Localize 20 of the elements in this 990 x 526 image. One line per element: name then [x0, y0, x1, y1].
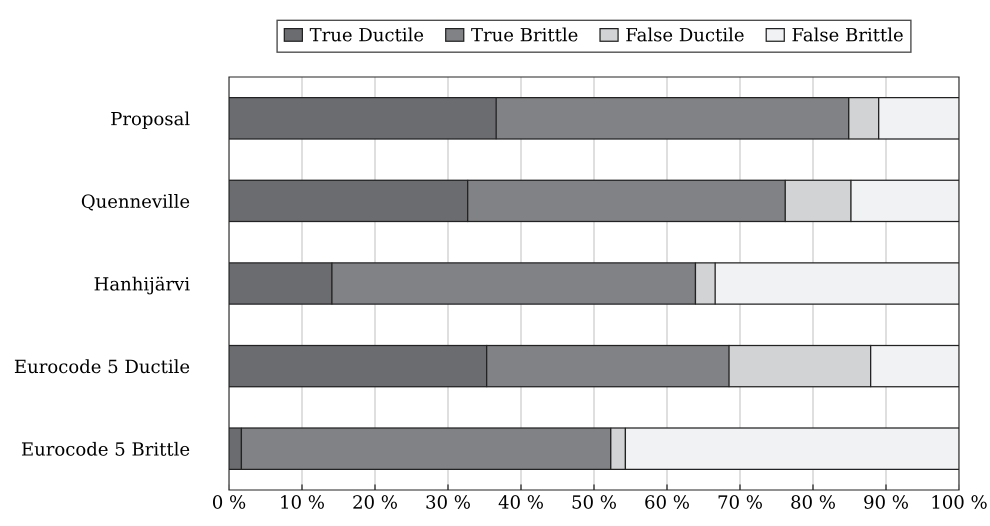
- legend-label: True Brittle: [471, 28, 578, 42]
- x-tick-label: 40 %: [498, 495, 543, 509]
- x-tick-label: 70 %: [718, 495, 762, 509]
- legend-label: False Ductile: [626, 28, 744, 42]
- x-tick-label: 90 %: [864, 495, 908, 509]
- x-tick-label: 60 %: [645, 495, 689, 509]
- x-tick-label: 50 %: [572, 495, 616, 509]
- y-tick-label: Eurocode 5 Ductile: [14, 359, 190, 374]
- x-tick-label: 20 %: [353, 495, 397, 509]
- x-tick-label: 80 %: [791, 495, 835, 509]
- legend-label: True Ductile: [310, 28, 424, 42]
- y-tick-label: Eurocode 5 Brittle: [22, 442, 190, 456]
- y-tick-label: Quenneville: [82, 194, 190, 211]
- legend-label: False Brittle: [792, 28, 903, 42]
- x-tick-label: 100 %: [932, 495, 987, 509]
- x-tick-label: 0 %: [213, 495, 246, 509]
- x-tick-label: 10 %: [281, 495, 324, 509]
- y-tick-label: Proposal: [111, 111, 190, 129]
- x-tick-label: 30 %: [426, 495, 470, 509]
- y-tick-label: Hanhijärvi: [94, 276, 190, 294]
